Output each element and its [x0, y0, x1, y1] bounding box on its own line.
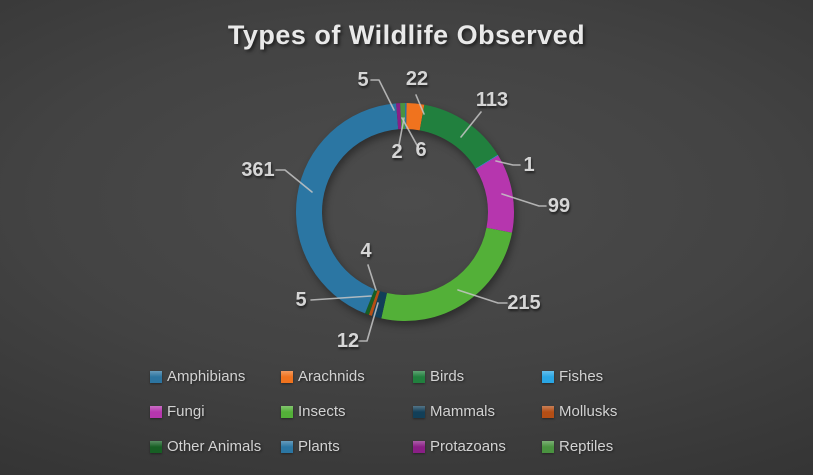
- segment-birds[interactable]: [419, 104, 498, 169]
- legend-swatch-insects: [281, 405, 293, 418]
- segment-insects[interactable]: [381, 227, 513, 322]
- segment-fungi[interactable]: [475, 155, 515, 233]
- legend-item-mollusks[interactable]: Mollusks: [542, 403, 617, 420]
- data-label-other-animals: 5: [295, 289, 306, 311]
- legend-item-reptiles[interactable]: Reptiles: [542, 438, 613, 455]
- legend-item-amphibians[interactable]: Amphibians: [150, 368, 245, 385]
- legend-item-protazoans[interactable]: Protazoans: [413, 438, 506, 455]
- legend-label: Other Animals: [167, 438, 262, 455]
- leader-line-mammals: [358, 302, 379, 342]
- data-label-reptiles: 6: [415, 139, 426, 161]
- legend-label: Protazoans: [430, 438, 506, 455]
- data-label-arachnids: 22: [406, 68, 428, 90]
- legend-label: Arachnids: [298, 368, 365, 385]
- leader-line-fishes: [495, 160, 521, 166]
- legend-swatch-reptiles: [542, 440, 554, 453]
- leader-line-fungi: [501, 193, 547, 207]
- legend-label: Mammals: [430, 403, 496, 420]
- chart-title: Types of Wildlife Observed: [227, 20, 586, 50]
- data-label-amphibians: 2: [391, 141, 402, 163]
- legend-swatch-protazoans: [413, 440, 425, 453]
- leader-line-protazoans: [370, 79, 395, 111]
- data-label-insects: 215: [507, 292, 540, 314]
- legend-label: Birds: [430, 368, 465, 385]
- legend-swatch-fishes: [542, 370, 554, 383]
- legend-label: Reptiles: [559, 438, 614, 455]
- legend-label: Mollusks: [559, 403, 618, 420]
- legend-item-other-animals[interactable]: Other Animals: [150, 438, 261, 455]
- legend-label: Fungi: [167, 403, 205, 420]
- segment-fishes[interactable]: [475, 154, 499, 169]
- data-label-mammals: 12: [337, 330, 359, 352]
- leader-line-plants: [275, 169, 313, 193]
- legend-item-fungi[interactable]: Fungi: [150, 403, 205, 420]
- leader-line-insects: [457, 289, 508, 304]
- legend-label: Plants: [298, 438, 340, 455]
- legend-swatch-plants: [281, 440, 293, 453]
- segment-protazoans[interactable]: [396, 103, 402, 130]
- segment-other-animals[interactable]: [365, 289, 378, 315]
- data-label-protazoans: 5: [357, 69, 368, 91]
- data-label-mollusks: 4: [360, 240, 372, 262]
- legend-label: Insects: [298, 403, 346, 420]
- legend-swatch-other-animals: [150, 440, 162, 453]
- data-label-fungi: 99: [548, 195, 570, 217]
- legend-swatch-arachnids: [281, 370, 293, 383]
- legend-swatch-mollusks: [542, 405, 554, 418]
- segment-arachnids[interactable]: [406, 103, 425, 131]
- legend-label: Fishes: [559, 368, 604, 385]
- leader-line-reptiles: [401, 117, 419, 148]
- leader-line-amphibians: [397, 117, 405, 151]
- legend-swatch-mammals: [413, 405, 425, 418]
- leader-line-arachnids: [415, 94, 425, 115]
- donut-segments: [295, 102, 515, 322]
- data-label-birds: 113: [476, 89, 508, 111]
- data-label-fishes: 1: [523, 154, 534, 176]
- legend-item-mammals[interactable]: Mammals: [413, 403, 495, 420]
- leader-line-other-animals: [310, 295, 372, 301]
- legend-swatch-amphibians: [150, 370, 162, 383]
- leader-line-mollusks: [367, 264, 377, 291]
- legend-item-plants[interactable]: Plants: [281, 438, 340, 455]
- segment-mollusks[interactable]: [368, 290, 380, 316]
- leader-lines: [275, 79, 547, 342]
- data-label-plants: 361: [241, 159, 274, 181]
- legend-label: Amphibians: [167, 368, 246, 385]
- legend-item-insects[interactable]: Insects: [281, 403, 346, 420]
- legend-item-fishes[interactable]: Fishes: [542, 368, 603, 385]
- legend-item-birds[interactable]: Birds: [413, 368, 464, 385]
- legend-item-arachnids[interactable]: Arachnids: [281, 368, 365, 385]
- legend-swatch-fungi: [150, 405, 162, 418]
- segment-amphibians[interactable]: [405, 102, 407, 130]
- legend-swatch-birds: [413, 370, 425, 383]
- segment-plants[interactable]: [295, 103, 399, 314]
- leader-line-birds: [460, 111, 482, 138]
